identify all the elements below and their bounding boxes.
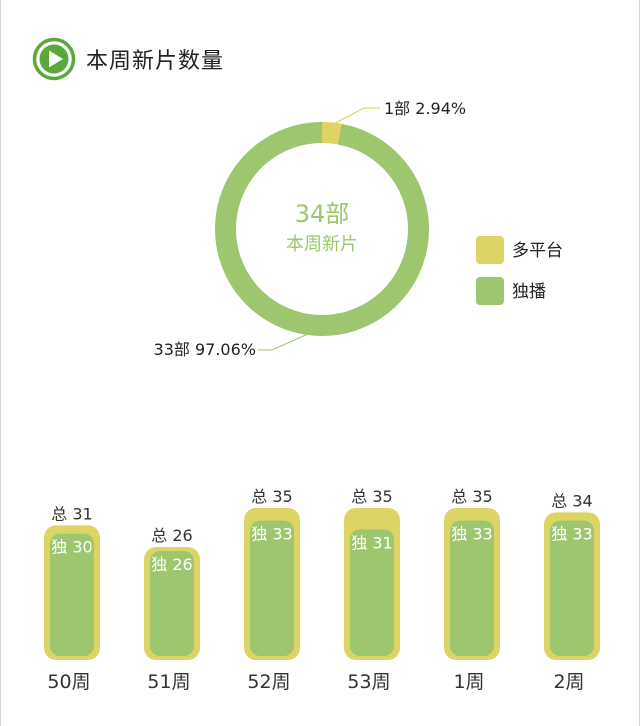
bar-exclusive-3 <box>350 529 394 656</box>
bar-exclusive-label-0: 独 30 <box>51 538 92 557</box>
bar-category-label-1: 51周 <box>147 671 190 693</box>
bar-category-label-4: 1周 <box>453 671 484 693</box>
slice-label-exclusive: 33部 97.06% <box>154 340 256 359</box>
legend-swatch-multi <box>476 236 504 264</box>
slice-label-multi: 1部 2.94% <box>384 99 466 118</box>
donut-center-value: 34部 <box>295 200 350 228</box>
bar-exclusive-2 <box>250 520 294 656</box>
bar-category-label-2: 52周 <box>247 671 290 693</box>
page-title: 本周新片数量 <box>86 49 225 74</box>
bar-exclusive-label-1: 独 26 <box>151 555 192 574</box>
bar-chart: 总 31 独 30 50周 总 26 独 26 51周 总 35 独 33 52周 总 35 独 3… <box>44 487 600 693</box>
bar-exclusive-label-3: 独 31 <box>351 533 392 552</box>
bar-total-label-4: 总 35 <box>451 487 492 506</box>
bar-total-label-2: 总 35 <box>251 487 292 506</box>
bar-exclusive-5 <box>550 520 594 656</box>
bar-exclusive-label-2: 独 33 <box>251 525 292 544</box>
bar-total-label-3: 总 35 <box>351 487 392 506</box>
legend-label-multi: 多平台 <box>512 241 563 261</box>
bar-category-label-3: 53周 <box>347 671 390 693</box>
bar-total-label-5: 总 34 <box>551 491 592 510</box>
bar-category-label-5: 2周 <box>553 671 584 693</box>
donut-center-label: 本周新片 <box>286 234 358 255</box>
bar-category-label-0: 50周 <box>47 671 90 693</box>
leader-line-exclusive <box>258 333 309 351</box>
bar-exclusive-label-5: 独 33 <box>551 525 592 544</box>
bar-exclusive-4 <box>450 520 494 656</box>
leader-line-multi <box>325 107 380 129</box>
bar-total-label-0: 总 31 <box>51 504 92 523</box>
play-circle-icon <box>32 37 76 81</box>
frame-left-border <box>0 0 1 726</box>
bar-exclusive-0 <box>50 533 94 656</box>
donut-slice-exclusive <box>214 122 429 336</box>
bar-exclusive-1 <box>150 551 194 656</box>
legend-label-exclusive: 独播 <box>512 282 546 302</box>
legend-swatch-exclusive <box>476 277 504 305</box>
bar-total-label-1: 总 26 <box>151 526 192 545</box>
section-header: 本周新片数量 <box>32 36 224 82</box>
donut-chart: 34部 本周新片 1部 2.94% 33部 97.06% 多平台 独播 <box>154 99 563 359</box>
bar-exclusive-label-4: 独 33 <box>451 525 492 544</box>
